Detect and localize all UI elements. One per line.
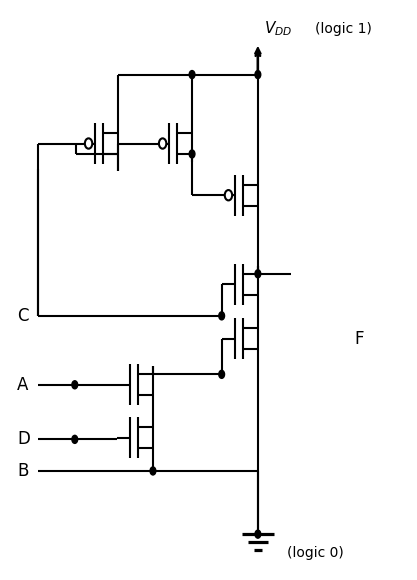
Circle shape	[255, 270, 261, 278]
Text: A: A	[17, 376, 28, 394]
Text: F: F	[354, 330, 364, 348]
Text: C: C	[17, 307, 29, 325]
Circle shape	[255, 530, 261, 538]
Circle shape	[219, 312, 224, 320]
Text: D: D	[17, 430, 30, 448]
Circle shape	[219, 370, 224, 378]
Text: (logic 0): (logic 0)	[286, 546, 344, 560]
Circle shape	[159, 139, 166, 148]
Circle shape	[255, 71, 261, 79]
Text: B: B	[17, 462, 28, 480]
Circle shape	[189, 71, 195, 79]
Circle shape	[85, 139, 92, 148]
Circle shape	[72, 436, 78, 443]
Circle shape	[72, 380, 78, 389]
Circle shape	[150, 467, 156, 475]
Text: $V_{DD}$: $V_{DD}$	[264, 19, 292, 38]
Circle shape	[189, 150, 195, 158]
Circle shape	[225, 190, 232, 200]
Text: (logic 1): (logic 1)	[316, 21, 372, 35]
